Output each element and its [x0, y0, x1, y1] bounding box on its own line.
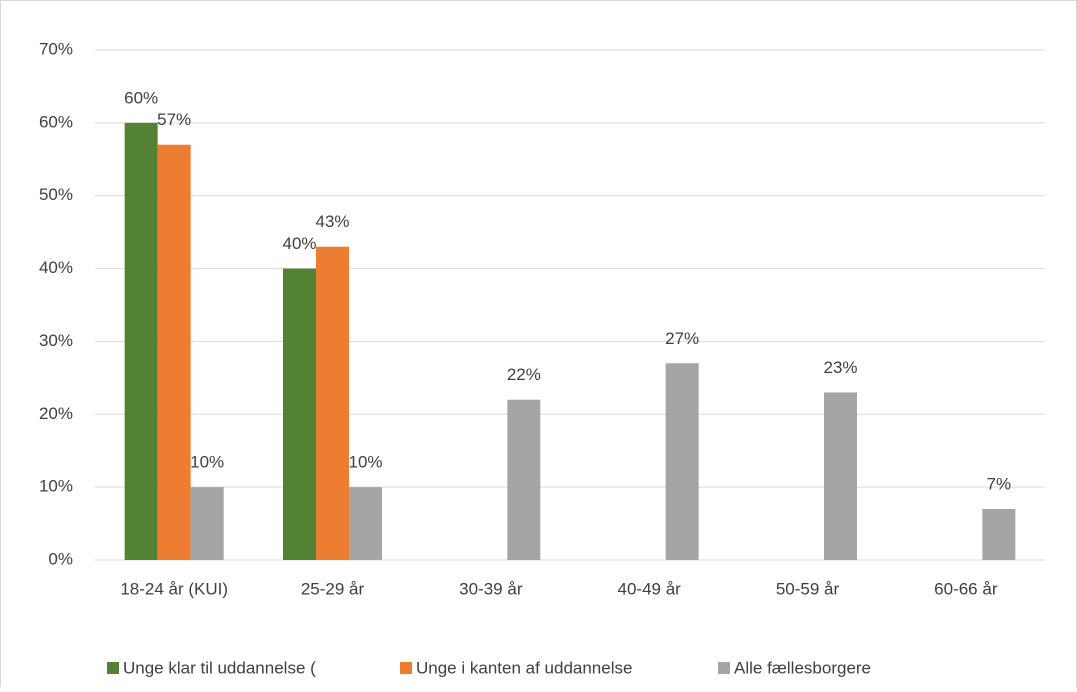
- bar: [982, 509, 1016, 560]
- y-tick-label: 40%: [39, 258, 73, 277]
- bar: [124, 122, 158, 560]
- bar: [824, 392, 857, 560]
- data-label: 10%: [348, 453, 382, 472]
- data-label: 40%: [282, 234, 316, 253]
- x-tick-label: 50-59 år: [776, 579, 840, 598]
- y-tick-label: 20%: [39, 404, 73, 423]
- bar: [283, 268, 316, 560]
- legend-label: Unge klar til uddannelse (: [123, 658, 316, 677]
- legend-swatch: [400, 662, 412, 674]
- bar: [507, 399, 541, 560]
- data-label: 22%: [507, 365, 541, 384]
- y-tick-label: 10%: [39, 477, 73, 496]
- data-label: 57%: [157, 110, 191, 129]
- y-tick-label: 0%: [48, 549, 73, 568]
- legend-swatch: [107, 662, 119, 674]
- y-tick-label: 60%: [39, 112, 73, 131]
- x-tick-label: 18-24 år (KUI): [120, 579, 228, 598]
- y-tick-label: 50%: [39, 185, 73, 204]
- x-tick-label: 30-39 år: [459, 579, 523, 598]
- data-label: 60%: [124, 88, 158, 107]
- bar: [316, 246, 349, 560]
- y-tick-label: 30%: [39, 331, 73, 350]
- bar: [190, 487, 224, 560]
- data-label: 23%: [823, 358, 857, 377]
- bar: [349, 487, 382, 560]
- bar: [665, 363, 699, 560]
- y-tick-label: 70%: [39, 39, 73, 58]
- bar: [157, 144, 191, 560]
- legend-label: Alle fællesborgere: [734, 658, 871, 677]
- data-label: 7%: [987, 474, 1012, 493]
- data-label: 10%: [190, 453, 224, 472]
- legend-swatch: [718, 662, 730, 674]
- x-tick-label: 25-29 år: [301, 579, 365, 598]
- data-label: 43%: [315, 212, 349, 231]
- x-tick-label: 60-66 år: [934, 579, 998, 598]
- x-tick-label: 40-49 år: [618, 579, 682, 598]
- data-label: 27%: [665, 329, 699, 348]
- legend-label: Unge i kanten af uddannelse: [416, 658, 632, 677]
